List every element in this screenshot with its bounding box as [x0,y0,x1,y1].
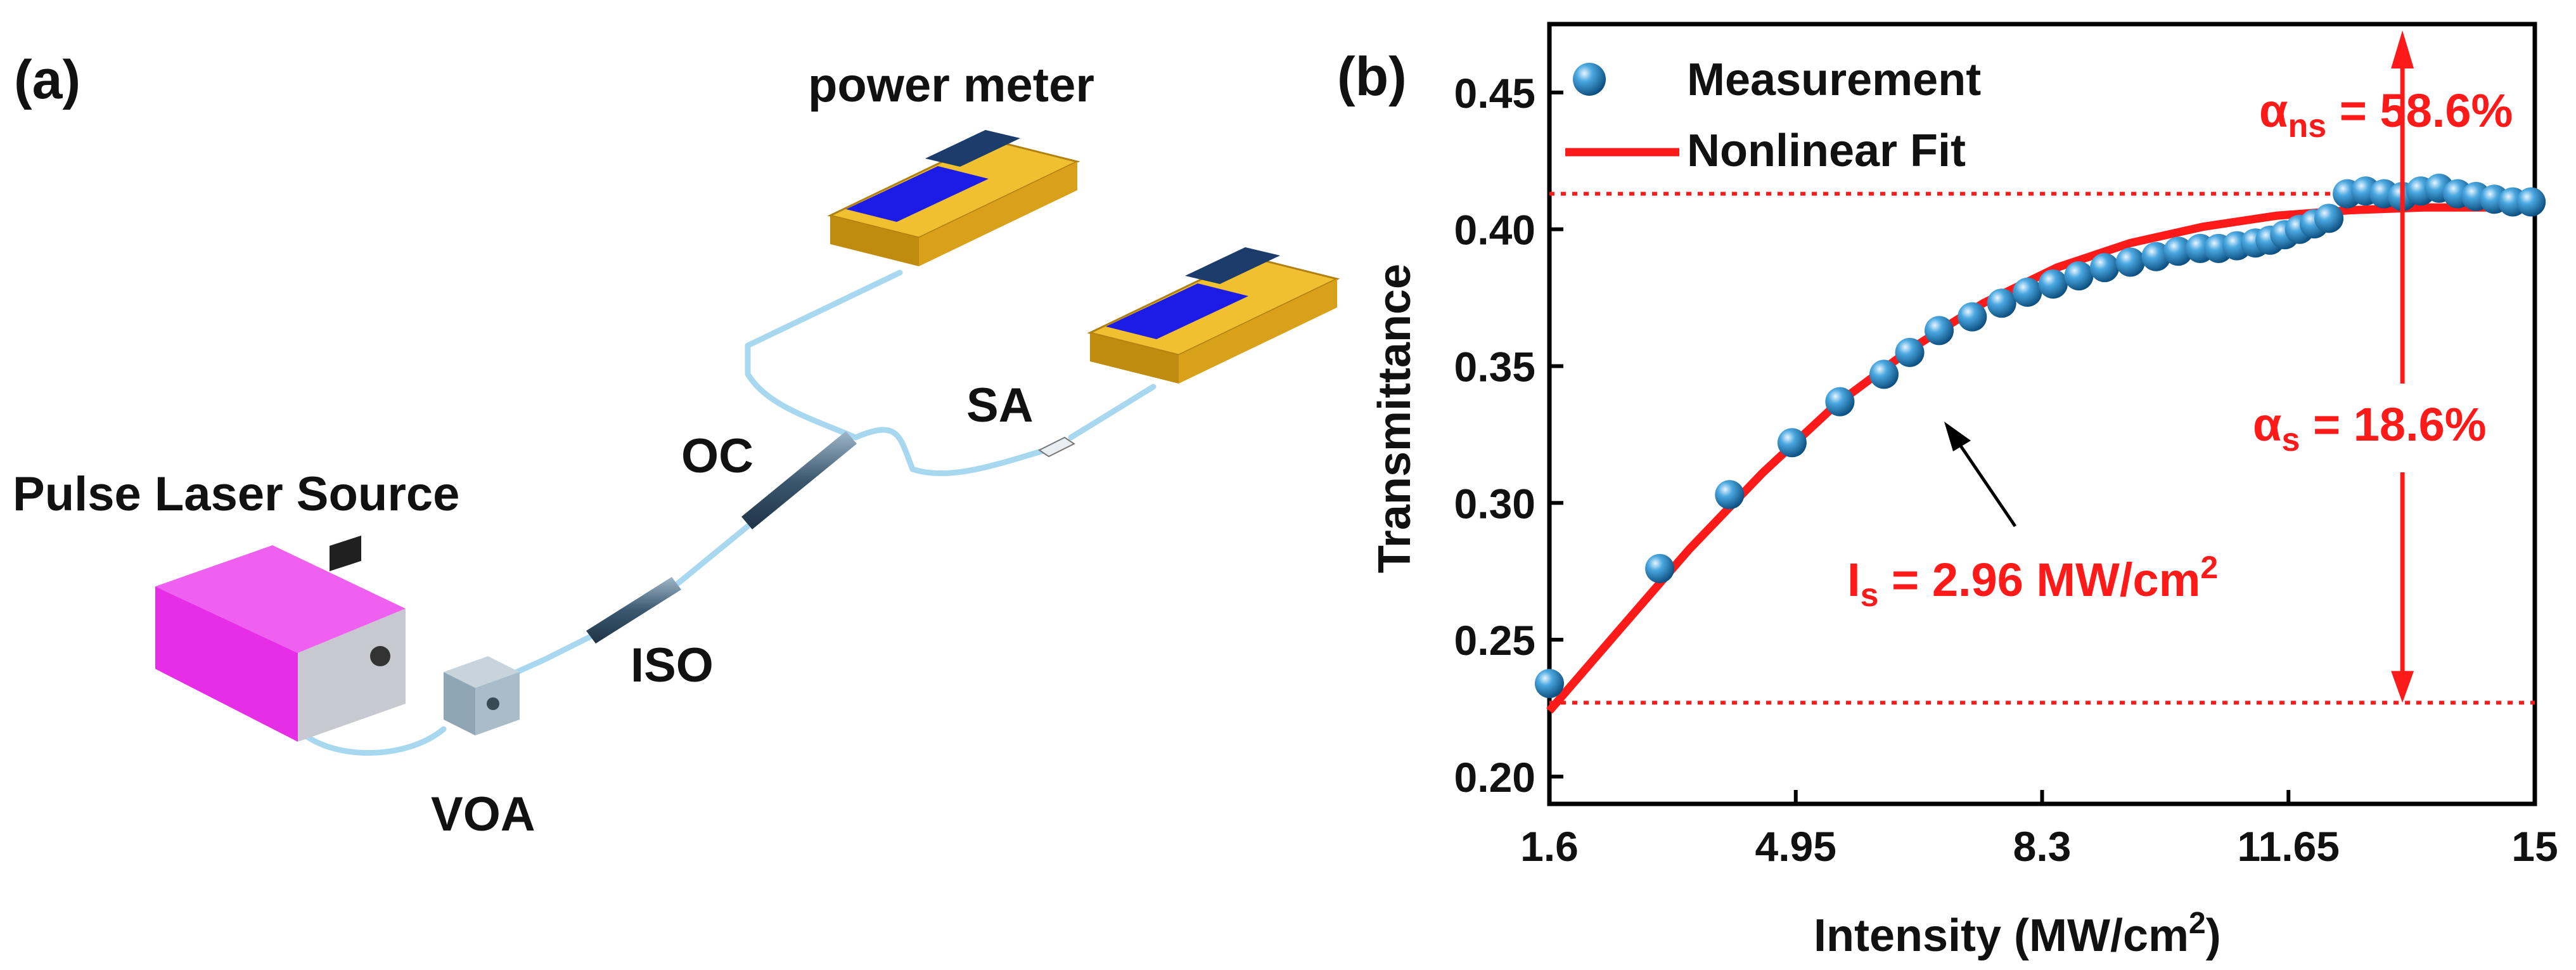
meter-1-screen [846,166,989,222]
fiber-oc-meter1 [745,269,903,441]
legend: Measurement Nonlinear Fit [1565,55,1981,176]
meter-2-keypad [1185,247,1280,284]
legend-label-fit: Nonlinear Fit [1687,126,1966,176]
x-axis-title: Intensity (MW/cm2) [1814,907,2221,961]
fiber-laser-voa [295,726,447,756]
y-ticks: 0.20 0.25 0.30 0.35 0.40 0.45 [1454,70,1563,801]
data-point [2516,187,2546,217]
y-tick-label: 0.35 [1454,343,1535,390]
is-pointer [1944,422,2017,527]
is-annotation: Is = 2.96 MW/cm2 [1847,550,2218,614]
alpha-s-annotation: αs = 18.6% [2253,398,2487,458]
y-tick-label: 0.25 [1454,617,1535,664]
power-meter-2 [1087,247,1340,384]
y-tick-label: 0.30 [1454,480,1535,527]
data-point [1958,302,1987,332]
data-point [1715,480,1745,510]
data-point [1825,387,1855,417]
laser-source [155,535,406,742]
voa-label: VOA [431,787,535,841]
voa-device [444,656,520,735]
y-tick-label: 0.45 [1454,70,1535,117]
sa-device [1038,436,1075,458]
fiber-oc-sa [852,427,1049,476]
alpha-ns-annotation: αns = 58.6% [2259,84,2513,145]
y-axis-title: Transmittance [1369,264,1420,573]
power-meter-label: power meter [808,58,1094,112]
plot-frame [1547,22,2537,806]
x-tick-label: 1.6 [1520,823,1579,870]
alpha-s-arrowhead [2391,671,2414,703]
legend-marker-measurement [1573,63,1606,96]
iso-device [586,577,681,643]
data-point [2013,277,2042,307]
data-point [1777,428,1807,458]
panel-b: (b) 0.200.250.300.350.400.45 1.6 4.95 8.3 1… [1337,22,2558,961]
data-point [1987,288,2016,318]
y-tick-label: 0.40 [1454,207,1535,254]
y-tick-label: 0.20 [1454,754,1535,801]
x-tick-label: 15 [2511,823,2558,870]
fiber-sa-meter2 [1068,384,1157,441]
data-point [2064,261,2094,291]
x-tick-label: 8.3 [2013,823,2072,870]
laser-label: Pulse Laser Source [13,467,459,521]
panel-a-label: (a) [14,49,80,110]
meter-1-keypad [925,130,1020,167]
legend-label-measurement: Measurement [1687,55,1981,105]
data-point [2163,236,2193,266]
measurement-points [1535,173,2546,699]
x-tick-label: 11.65 [2237,823,2340,870]
meter-2-screen [1106,283,1248,339]
oc-label: OC [681,429,753,483]
data-point [2115,247,2145,277]
data-point [1895,337,1925,367]
laser-knob [370,646,390,666]
oc-device [741,431,857,529]
alpha-arrows [2391,30,2414,703]
sa-label: SA [966,378,1034,432]
panel-a: (a) [13,49,1340,841]
data-point [1535,669,1564,699]
data-point [1645,553,1675,583]
power-meter-1 [827,130,1080,266]
data-point [2314,204,2344,233]
x-ticks: 1.6 4.95 8.3 11.65 15 [1520,790,2558,870]
panel-b-label: (b) [1337,46,1407,107]
laser-display [330,535,361,572]
data-point [2090,253,2120,283]
x-tick-label: 4.95 [1755,823,1836,870]
iso-label: ISO [631,638,714,692]
data-point [2141,242,2171,271]
alpha-ns-arrowhead [2391,30,2414,68]
data-point [1869,359,1899,389]
data-point [1925,316,1954,346]
data-point [2038,269,2068,299]
fiber-iso-oc [675,523,751,586]
